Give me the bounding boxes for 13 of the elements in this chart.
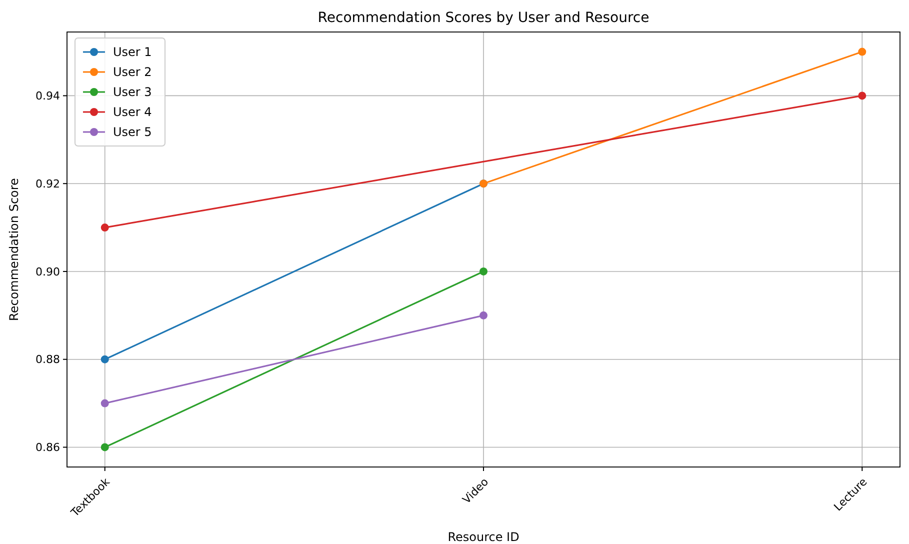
y-tick-label: 0.86 [36,441,60,454]
legend-label: User 5 [113,125,152,140]
legend-label: User 2 [113,65,152,80]
chart-title: Recommendation Scores by User and Resource [318,10,650,26]
legend-label: User 3 [113,85,152,100]
y-axis-title: Recommendation Score [7,178,21,321]
x-axis-title: Resource ID [448,530,520,544]
y-tick-label: 0.90 [36,265,60,278]
legend-label: User 4 [113,105,152,120]
legend-label: User 1 [113,45,152,60]
y-tick-label: 0.88 [36,353,60,366]
y-tick-label: 0.92 [36,177,60,190]
y-tick-label: 0.94 [36,90,60,103]
